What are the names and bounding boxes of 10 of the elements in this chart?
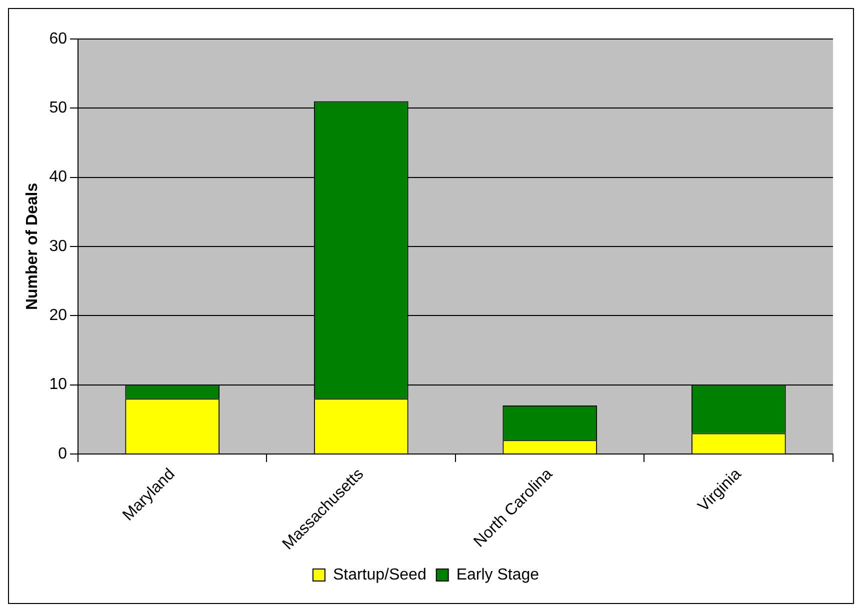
- y-tick-label: 0: [58, 445, 68, 462]
- legend-label: Early Stage: [456, 566, 540, 584]
- y-tick-label: 10: [49, 376, 68, 394]
- y-tick-label: 60: [49, 30, 68, 48]
- legend-label: Startup/Seed: [332, 566, 426, 584]
- y-tick-label: 20: [49, 307, 68, 324]
- y-tick-label: 50: [49, 100, 68, 117]
- y-tick-label: 30: [49, 238, 68, 255]
- y-axis-title: Number of Deals: [24, 182, 42, 310]
- y-tick-label: 40: [49, 168, 68, 186]
